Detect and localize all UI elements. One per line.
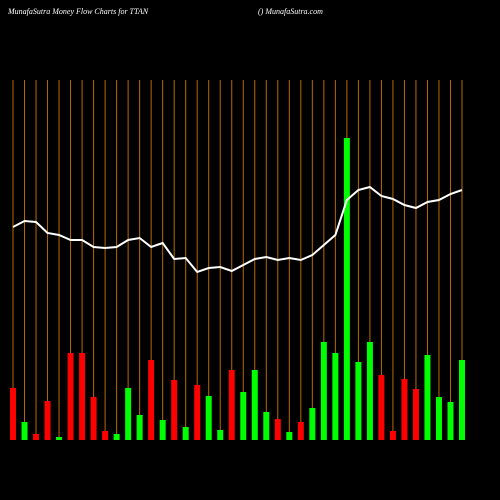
bar xyxy=(113,434,120,440)
bar xyxy=(366,342,373,440)
bar xyxy=(102,431,109,440)
bar xyxy=(297,422,304,440)
bar xyxy=(355,362,362,440)
bar xyxy=(67,353,74,440)
bar xyxy=(378,375,385,440)
bar xyxy=(136,415,143,440)
bar xyxy=(332,353,339,440)
bar xyxy=(263,412,270,440)
price-line xyxy=(12,185,463,274)
bar xyxy=(401,379,408,440)
bar xyxy=(44,401,51,440)
bar xyxy=(217,430,224,440)
bar xyxy=(79,353,86,440)
bar xyxy=(435,397,442,440)
bar xyxy=(90,397,97,440)
chart-subtitle: () MunafaSutra.com xyxy=(258,7,323,16)
bar xyxy=(412,389,419,440)
bar xyxy=(447,402,454,440)
bar xyxy=(286,432,293,440)
bar xyxy=(182,427,189,440)
bar xyxy=(309,408,316,440)
bar xyxy=(274,419,281,440)
chart-title: MunafaSutra Money Flow Charts for TTAN xyxy=(7,7,149,16)
bar xyxy=(159,420,166,440)
bar xyxy=(205,396,212,440)
bar xyxy=(240,392,247,440)
bar xyxy=(459,360,465,440)
bar xyxy=(10,388,16,440)
bar xyxy=(343,138,350,440)
bar xyxy=(424,355,431,440)
bar xyxy=(21,422,28,440)
bar xyxy=(228,370,235,440)
bar xyxy=(320,342,327,440)
bar xyxy=(389,431,396,440)
bar xyxy=(33,434,40,440)
bar xyxy=(251,370,258,440)
bar xyxy=(194,385,201,440)
bar xyxy=(171,380,178,440)
bar xyxy=(125,388,132,440)
bar xyxy=(56,437,63,440)
bar xyxy=(148,360,155,440)
